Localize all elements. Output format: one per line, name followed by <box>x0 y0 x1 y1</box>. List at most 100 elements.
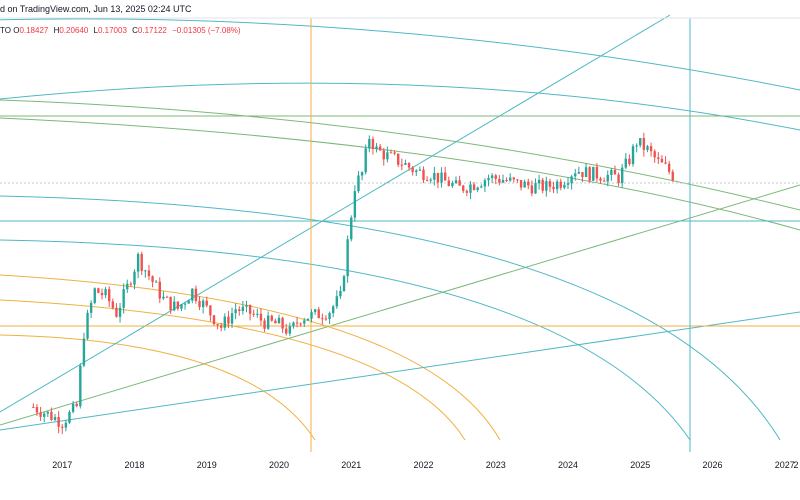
candle-body <box>245 304 248 307</box>
candle-body <box>480 186 483 188</box>
candle-body <box>108 289 111 302</box>
teal-fan-line-2 <box>0 311 800 431</box>
candle-body <box>93 288 96 303</box>
candle-body <box>53 417 57 420</box>
candle-body <box>519 180 523 188</box>
candle-body <box>205 300 208 306</box>
candle-body <box>42 413 46 417</box>
candle-body <box>281 317 284 329</box>
candle-body <box>122 289 125 308</box>
candle-body <box>382 150 385 160</box>
time-axis-tick-label: 2019 <box>196 460 217 470</box>
candle-body <box>46 411 49 414</box>
candle-body <box>389 152 393 154</box>
candle-body <box>350 217 353 240</box>
candle-body <box>252 313 255 315</box>
candle-body <box>201 300 205 308</box>
candle-body <box>241 306 245 311</box>
candle-body <box>248 304 252 314</box>
candle-body <box>393 152 396 154</box>
candle-body <box>628 158 631 165</box>
candle-body <box>353 191 357 218</box>
candle-body <box>292 322 295 327</box>
high-label: H <box>53 26 60 35</box>
candle-body <box>368 138 371 149</box>
candle-body <box>657 157 660 159</box>
candle-body <box>566 183 570 185</box>
time-axis-tick-label: 2027 <box>774 460 795 470</box>
candle-body <box>595 166 599 179</box>
candle-body <box>494 175 497 179</box>
candle-body <box>339 290 342 297</box>
time-axis[interactable] <box>0 452 800 500</box>
candle-body <box>129 283 133 285</box>
candle-body <box>505 180 508 182</box>
candle-body <box>476 187 479 190</box>
open-value: 0.18427 <box>19 26 49 35</box>
candle-body <box>649 146 653 152</box>
candle-body <box>270 315 273 321</box>
candle-body <box>653 151 656 158</box>
drawing-overlays <box>0 14 800 452</box>
candle-body <box>220 325 223 328</box>
candle-body <box>599 178 602 181</box>
candle-body <box>606 174 609 182</box>
candle-body <box>436 172 440 183</box>
candle-body <box>317 309 320 319</box>
candle-body <box>180 304 183 309</box>
candle-body <box>472 184 476 190</box>
candle-body <box>454 180 458 184</box>
candle-body <box>321 318 324 320</box>
candle-body <box>624 158 627 168</box>
candle-body <box>328 313 331 320</box>
candle-body <box>61 426 64 428</box>
candle-body <box>584 167 588 178</box>
candle-body <box>498 178 501 183</box>
candle-body <box>133 271 136 285</box>
candle-body <box>82 338 86 366</box>
candle-body <box>303 320 306 324</box>
candle-body <box>299 323 302 325</box>
candle-body <box>346 239 349 277</box>
candle-body <box>411 167 414 173</box>
candle-body <box>418 169 422 171</box>
candle-body <box>310 312 313 319</box>
candle-body <box>360 172 364 176</box>
candle-body <box>194 288 198 301</box>
candle-body <box>198 300 201 308</box>
high-value: 0.20640 <box>59 26 89 35</box>
candle-body <box>620 167 624 183</box>
candle-body <box>295 322 299 324</box>
candle-body <box>32 406 35 408</box>
candle-body <box>512 177 516 180</box>
candle-body <box>447 180 450 187</box>
candles-group <box>32 132 674 435</box>
candle-body <box>530 185 534 194</box>
candle-body <box>306 318 310 321</box>
candle-body <box>371 138 375 149</box>
time-axis-tick-label: 2024 <box>557 460 579 470</box>
candle-body <box>541 179 544 191</box>
candle-body <box>574 173 577 177</box>
candle-body <box>631 146 635 165</box>
candle-body <box>216 324 219 326</box>
symbol-fragment: TO <box>0 26 11 35</box>
candle-body <box>79 365 82 407</box>
candle-body <box>256 313 259 315</box>
time-axis-tick-label: 2023 <box>485 460 506 470</box>
open-label: O <box>13 26 20 35</box>
time-axis-tick-label: 2022 <box>413 460 434 470</box>
candle-body <box>501 180 505 183</box>
candle-body <box>660 158 664 163</box>
candle-body <box>671 171 674 181</box>
time-axis-tick-label: 2021 <box>341 460 362 470</box>
candle-body <box>443 172 447 181</box>
candle-body <box>613 170 617 175</box>
candle-body <box>100 292 104 296</box>
candle-body <box>277 317 281 324</box>
candle-body <box>458 180 461 186</box>
candle-body <box>397 153 400 165</box>
candle-body <box>227 316 230 324</box>
green-arc-2 <box>0 117 800 231</box>
